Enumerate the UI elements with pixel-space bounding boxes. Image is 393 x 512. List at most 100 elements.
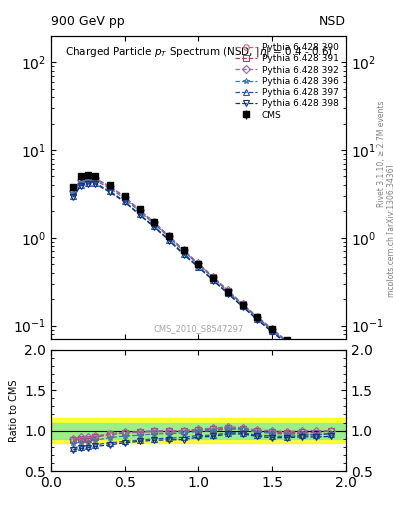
- Pythia 6.428 397: [211, 277, 216, 283]
- Pythia 6.428 392: [167, 233, 171, 239]
- Pythia 6.428 390: [314, 361, 319, 368]
- Text: Charged Particle $p_T$ Spectrum (NSD, |$\eta$| = 0.4 - 0.6): Charged Particle $p_T$ Spectrum (NSD, |$…: [64, 45, 332, 59]
- Text: CMS_2010_S8547297: CMS_2010_S8547297: [153, 324, 244, 333]
- Pythia 6.428 397: [152, 223, 156, 229]
- Pythia 6.428 396: [241, 302, 245, 308]
- Pythia 6.428 396: [152, 221, 156, 227]
- Pythia 6.428 396: [86, 177, 90, 183]
- Pythia 6.428 396: [182, 248, 186, 254]
- Pythia 6.428 390: [108, 184, 112, 190]
- Pythia 6.428 396: [211, 275, 216, 281]
- Pythia 6.428 391: [270, 327, 275, 333]
- Text: 900 GeV pp: 900 GeV pp: [51, 15, 125, 28]
- Pythia 6.428 398: [86, 181, 90, 187]
- Pythia 6.428 392: [196, 261, 201, 267]
- Pythia 6.428 390: [285, 339, 289, 345]
- Line: Pythia 6.428 397: Pythia 6.428 397: [70, 180, 334, 378]
- Pythia 6.428 398: [270, 329, 275, 335]
- Pythia 6.428 397: [241, 304, 245, 310]
- Pythia 6.428 390: [196, 261, 201, 267]
- Pythia 6.428 398: [93, 181, 98, 187]
- Pythia 6.428 390: [211, 275, 216, 281]
- Pythia 6.428 392: [93, 175, 98, 181]
- Text: mcplots.cern.ch [arXiv:1306.3436]: mcplots.cern.ch [arXiv:1306.3436]: [387, 164, 393, 297]
- Pythia 6.428 397: [270, 328, 275, 334]
- Pythia 6.428 398: [299, 350, 304, 356]
- Pythia 6.428 397: [196, 264, 201, 270]
- Pythia 6.428 392: [108, 183, 112, 189]
- Pythia 6.428 392: [211, 273, 216, 280]
- Pythia 6.428 392: [152, 219, 156, 225]
- Pythia 6.428 397: [314, 361, 319, 368]
- Pythia 6.428 396: [329, 372, 333, 378]
- Pythia 6.428 391: [93, 176, 98, 182]
- Pythia 6.428 397: [123, 198, 127, 204]
- Pythia 6.428 391: [211, 274, 216, 280]
- Pythia 6.428 398: [167, 238, 171, 244]
- Pythia 6.428 398: [123, 199, 127, 205]
- Pythia 6.428 397: [329, 372, 333, 378]
- Bar: [51, 418, 346, 443]
- Pythia 6.428 398: [78, 183, 83, 189]
- Pythia 6.428 397: [86, 180, 90, 186]
- Pythia 6.428 398: [226, 291, 230, 297]
- Pythia 6.428 391: [137, 207, 142, 214]
- Pythia 6.428 390: [93, 176, 98, 182]
- Pythia 6.428 392: [270, 326, 275, 332]
- Pythia 6.428 391: [196, 261, 201, 267]
- Text: Rivet 3.1.10, ≥ 2.7M events: Rivet 3.1.10, ≥ 2.7M events: [377, 100, 386, 207]
- Pythia 6.428 390: [167, 233, 171, 240]
- Pythia 6.428 392: [285, 338, 289, 344]
- Pythia 6.428 397: [71, 193, 75, 199]
- Pythia 6.428 392: [71, 188, 75, 194]
- Pythia 6.428 390: [255, 315, 260, 321]
- Pythia 6.428 392: [182, 247, 186, 253]
- Pythia 6.428 398: [71, 194, 75, 200]
- Pythia 6.428 390: [137, 207, 142, 214]
- Pythia 6.428 391: [123, 194, 127, 200]
- Legend: Pythia 6.428 390, Pythia 6.428 391, Pythia 6.428 392, Pythia 6.428 396, Pythia 6: Pythia 6.428 390, Pythia 6.428 391, Pyth…: [232, 40, 342, 122]
- Pythia 6.428 396: [167, 234, 171, 241]
- Line: Pythia 6.428 390: Pythia 6.428 390: [70, 176, 334, 378]
- Pythia 6.428 396: [285, 339, 289, 345]
- Pythia 6.428 392: [123, 194, 127, 200]
- Pythia 6.428 397: [93, 180, 98, 186]
- Pythia 6.428 392: [86, 175, 90, 181]
- Y-axis label: Ratio to CMS: Ratio to CMS: [9, 379, 19, 442]
- Pythia 6.428 398: [329, 374, 333, 380]
- Pythia 6.428 392: [255, 314, 260, 320]
- Pythia 6.428 391: [86, 176, 90, 182]
- Pythia 6.428 397: [167, 237, 171, 243]
- Pythia 6.428 390: [182, 248, 186, 254]
- Pythia 6.428 392: [78, 177, 83, 183]
- Pythia 6.428 391: [299, 348, 304, 354]
- Pythia 6.428 398: [108, 189, 112, 196]
- Pythia 6.428 397: [299, 350, 304, 356]
- Pythia 6.428 390: [226, 288, 230, 294]
- Pythia 6.428 396: [270, 327, 275, 333]
- Pythia 6.428 391: [71, 188, 75, 195]
- Pythia 6.428 391: [78, 177, 83, 183]
- Pythia 6.428 398: [285, 340, 289, 347]
- Pythia 6.428 396: [226, 288, 230, 294]
- Pythia 6.428 398: [196, 264, 201, 270]
- Text: NSD: NSD: [319, 15, 346, 28]
- Pythia 6.428 390: [152, 220, 156, 226]
- Pythia 6.428 396: [314, 361, 319, 368]
- Pythia 6.428 390: [86, 176, 90, 182]
- Pythia 6.428 391: [182, 247, 186, 253]
- Pythia 6.428 390: [329, 372, 333, 378]
- Pythia 6.428 398: [152, 224, 156, 230]
- Line: Pythia 6.428 396: Pythia 6.428 396: [70, 178, 334, 378]
- Pythia 6.428 397: [78, 182, 83, 188]
- Pythia 6.428 397: [285, 340, 289, 346]
- Pythia 6.428 397: [137, 211, 142, 218]
- Pythia 6.428 391: [255, 314, 260, 321]
- Pythia 6.428 391: [152, 220, 156, 226]
- Line: Pythia 6.428 398: Pythia 6.428 398: [70, 181, 334, 379]
- Pythia 6.428 390: [299, 349, 304, 355]
- Line: Pythia 6.428 392: Pythia 6.428 392: [70, 175, 334, 377]
- Pythia 6.428 396: [299, 349, 304, 355]
- Pythia 6.428 398: [182, 252, 186, 258]
- Pythia 6.428 398: [211, 278, 216, 284]
